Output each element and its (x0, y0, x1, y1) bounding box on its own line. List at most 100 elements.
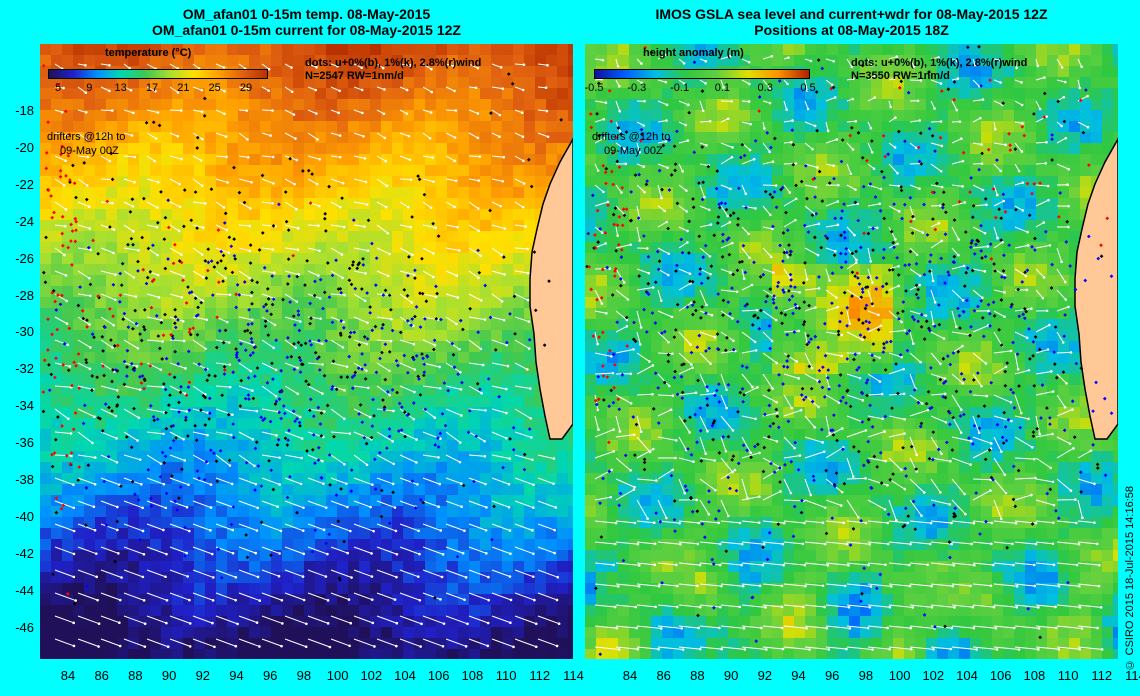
current-arrow-head (752, 157, 756, 161)
current-arrow (238, 201, 251, 209)
drifter-dot (90, 374, 95, 378)
current-arrow (909, 331, 914, 344)
current-arrow (399, 63, 411, 66)
longitude-tick-label: 90 (723, 668, 739, 683)
drifter-dot (54, 510, 59, 515)
current-arrow (54, 592, 76, 602)
current-arrow-head (908, 563, 911, 567)
current-arrow-head (830, 83, 834, 86)
drifter-dot (904, 289, 908, 293)
current-arrow (77, 546, 97, 555)
current-arrow-head (154, 137, 158, 140)
drifter-dot (177, 496, 181, 500)
current-arrow-head (1019, 411, 1023, 415)
current-arrow (215, 477, 233, 485)
current-arrow-head (373, 645, 376, 648)
drifter-dot (1023, 307, 1027, 311)
left-dots-note: dots: u+0%(b), 1%(k), 2.8%(r)wind (305, 57, 482, 69)
current-arrow-head (632, 488, 636, 491)
current-arrow (123, 293, 136, 298)
drifter-dot (421, 500, 426, 505)
current-arrow (993, 478, 1007, 494)
longitude-tick-label: 86 (94, 668, 109, 683)
drifter-dot (613, 206, 618, 211)
current-arrow-head (250, 294, 253, 298)
current-arrow (261, 638, 282, 647)
current-arrow-head (984, 362, 988, 365)
current-arrow-head (72, 621, 75, 625)
current-arrow-head (770, 54, 774, 58)
current-arrow-head (1065, 382, 1068, 385)
current-arrow-head (798, 454, 802, 457)
current-arrow (804, 223, 819, 228)
drifter-dot (1002, 253, 1006, 258)
drifter-dot (334, 387, 339, 392)
current-arrow-head (738, 521, 742, 525)
current-arrow (192, 500, 212, 509)
current-arrow-head (343, 417, 346, 421)
current-arrow-head (963, 201, 967, 204)
current-arrow (537, 63, 548, 66)
current-arrow-head (274, 224, 277, 228)
current-arrow-head (894, 116, 897, 120)
current-arrow (615, 489, 635, 501)
current-arrow-head (501, 87, 505, 90)
drifter-dot (167, 372, 172, 377)
current-arrow (846, 520, 867, 524)
current-arrow (468, 477, 486, 485)
drifter-dot (731, 211, 736, 215)
current-arrow-head (521, 135, 525, 139)
drifter-dot (853, 200, 858, 205)
drifter-dot (771, 297, 776, 302)
current-arrow (215, 362, 230, 366)
drifter-dot (1103, 473, 1108, 478)
current-arrow (720, 394, 728, 409)
current-arrow-head (223, 112, 226, 116)
current-arrow (993, 436, 1002, 452)
drifter-dot (271, 377, 275, 382)
current-arrow (930, 352, 941, 365)
current-arrow (930, 331, 945, 339)
current-arrow (951, 457, 971, 466)
drifter-dot (164, 356, 169, 361)
drifter-dot (166, 257, 170, 261)
drifter-dot (879, 481, 884, 485)
drifter-dot (932, 324, 937, 328)
current-arrow (445, 316, 457, 325)
drifter-dot (969, 324, 973, 329)
current-arrow (1035, 244, 1051, 249)
current-arrow-head (321, 342, 324, 346)
current-arrow (353, 615, 373, 624)
current-arrow (930, 142, 942, 147)
current-arrow-head (322, 482, 325, 485)
drifter-dot (768, 424, 773, 429)
current-arrow (54, 201, 67, 210)
current-arrow (804, 268, 808, 280)
drifter-dot (421, 373, 426, 378)
drifter-dot (339, 487, 343, 491)
current-arrow-head (629, 243, 632, 246)
current-arrow (615, 244, 631, 249)
current-arrow-head (280, 598, 284, 602)
current-arrow (399, 569, 419, 578)
current-arrow-head (1034, 521, 1038, 525)
current-arrow-head (296, 392, 300, 396)
current-arrow-head (886, 483, 889, 487)
current-arrow (169, 477, 189, 486)
current-arrow (1056, 58, 1063, 68)
current-arrow-head (97, 645, 100, 648)
drifter-dot (956, 306, 960, 311)
drifter-dot (793, 302, 798, 307)
current-arrow-head (786, 82, 789, 86)
current-arrow (930, 583, 953, 587)
current-arrow (330, 523, 351, 532)
current-arrow (888, 163, 898, 174)
current-arrow-head (655, 479, 658, 482)
current-arrow (678, 331, 691, 345)
current-arrow-head (87, 205, 91, 208)
current-arrow (804, 646, 829, 650)
current-arrow-head (460, 505, 463, 508)
current-arrow-head (464, 645, 468, 648)
current-arrow-head (1046, 184, 1050, 188)
current-arrow (930, 520, 952, 524)
